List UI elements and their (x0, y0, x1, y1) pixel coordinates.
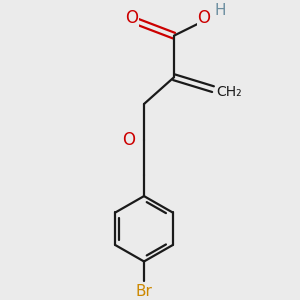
Text: O: O (125, 9, 139, 27)
Text: Br: Br (136, 284, 152, 299)
Text: CH₂: CH₂ (217, 85, 242, 99)
Text: O: O (122, 130, 136, 148)
Text: H: H (215, 3, 226, 18)
Text: O: O (197, 9, 211, 27)
